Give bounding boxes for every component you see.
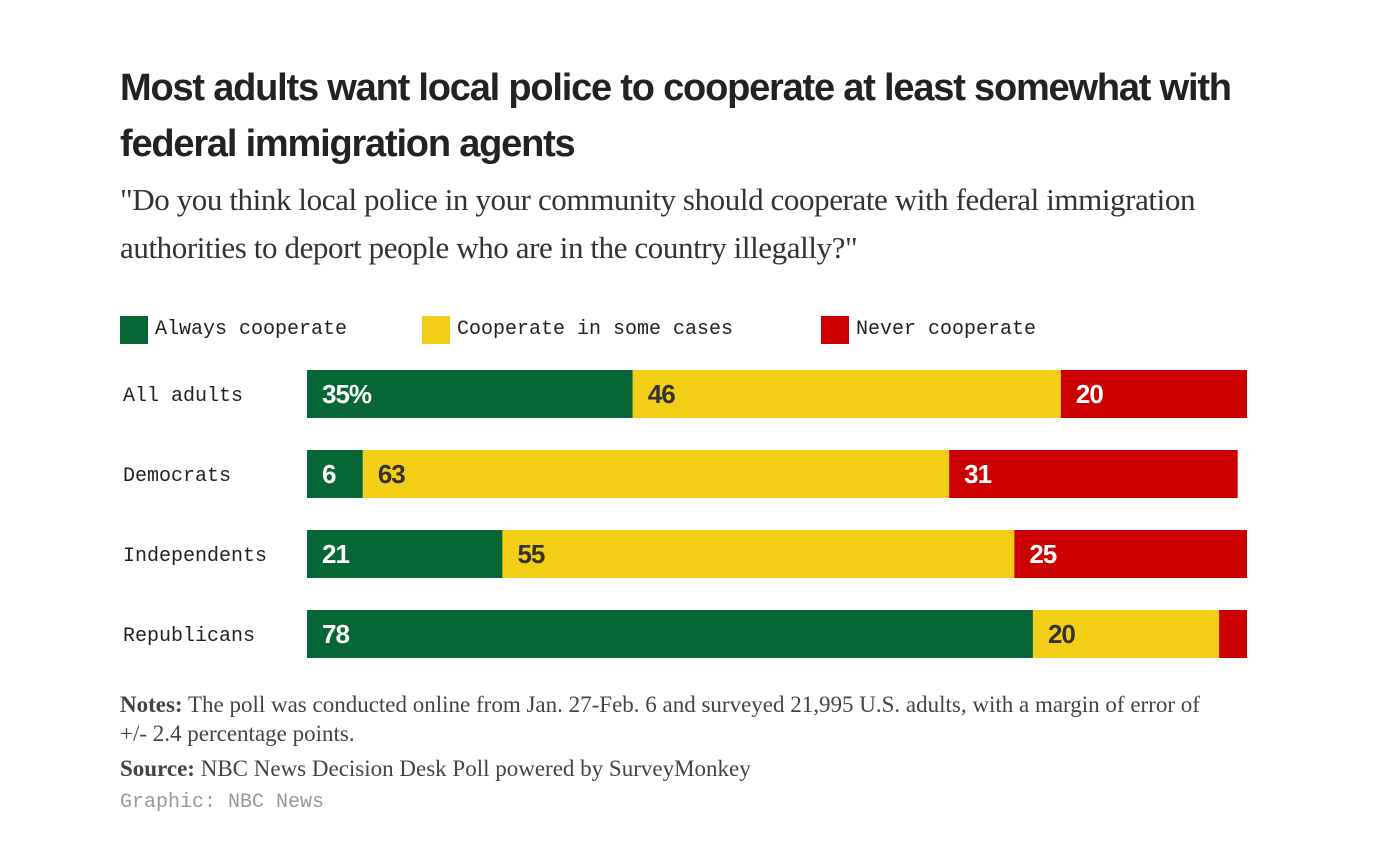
chart-header: Most adults want local police to coopera…	[120, 60, 1260, 272]
legend-label-always: Always cooperate	[155, 318, 348, 341]
notes-label: Notes:	[120, 692, 183, 717]
bar-republicans-always-cooperate	[307, 610, 1033, 658]
notes-text: The poll was conducted online from Jan. …	[120, 692, 1200, 746]
chart-title: Most adults want local police to coopera…	[120, 67, 1232, 165]
graphic-credit: Graphic: NBC News	[120, 791, 325, 814]
source-label: Source:	[120, 756, 195, 781]
legend-swatch-never	[821, 316, 849, 344]
notes: Notes: The poll was conducted online fro…	[120, 690, 1220, 748]
value-label-independents-never-cooperate: 25	[1029, 539, 1056, 569]
value-label-all-adults-always-cooperate: 35%	[322, 379, 372, 409]
bar-republicans-cooperate-in-some-cases	[1032, 610, 1220, 658]
value-label-independents-cooperate-in-some-cases: 55	[517, 539, 544, 569]
bar-republicans-never-cooperate	[1219, 610, 1247, 658]
category-label-republicans: Republicans	[123, 625, 255, 648]
legend-label-never: Never cooperate	[856, 318, 1037, 341]
category-label-independents: Independents	[123, 545, 267, 568]
value-label-republicans-cooperate-in-some-cases: 20	[1048, 619, 1075, 649]
bar-all-adults-cooperate-in-some-cases	[632, 370, 1061, 418]
source: Source: NBC News Decision Desk Poll powe…	[120, 754, 1220, 783]
bar-democrats-always-cooperate	[307, 450, 363, 498]
legend-swatch-always	[120, 316, 148, 344]
value-label-all-adults-never-cooperate: 20	[1076, 379, 1103, 409]
value-label-all-adults-cooperate-in-some-cases: 46	[648, 379, 675, 409]
source-text: NBC News Decision Desk Poll powered by S…	[200, 756, 751, 781]
bar-independents-cooperate-in-some-cases	[502, 530, 1015, 578]
legend-label-some-cases: Cooperate in some cases	[457, 318, 734, 341]
bar-all-adults-never-cooperate	[1060, 370, 1247, 418]
value-label-democrats-always-cooperate: 6	[322, 459, 336, 489]
bar-all-adults-always-cooperate	[307, 370, 633, 418]
category-label-democrats: Democrats	[123, 465, 231, 488]
category-label-all-adults: All adults	[123, 385, 243, 408]
bar-democrats-cooperate-in-some-cases	[362, 450, 950, 498]
value-label-democrats-cooperate-in-some-cases: 63	[378, 459, 405, 489]
value-label-democrats-never-cooperate: 31	[964, 459, 991, 489]
bar-independents-always-cooperate	[307, 530, 503, 578]
value-label-republicans-always-cooperate: 78	[322, 619, 349, 649]
value-label-independents-always-cooperate: 21	[322, 539, 349, 569]
bar-independents-never-cooperate	[1014, 530, 1247, 578]
legend-swatch-some-cases	[422, 316, 450, 344]
bar-democrats-never-cooperate	[949, 450, 1238, 498]
chart-footer: Notes: The poll was conducted online fro…	[120, 690, 1220, 814]
chart-subtitle: "Do you think local police in your commu…	[120, 182, 1196, 265]
